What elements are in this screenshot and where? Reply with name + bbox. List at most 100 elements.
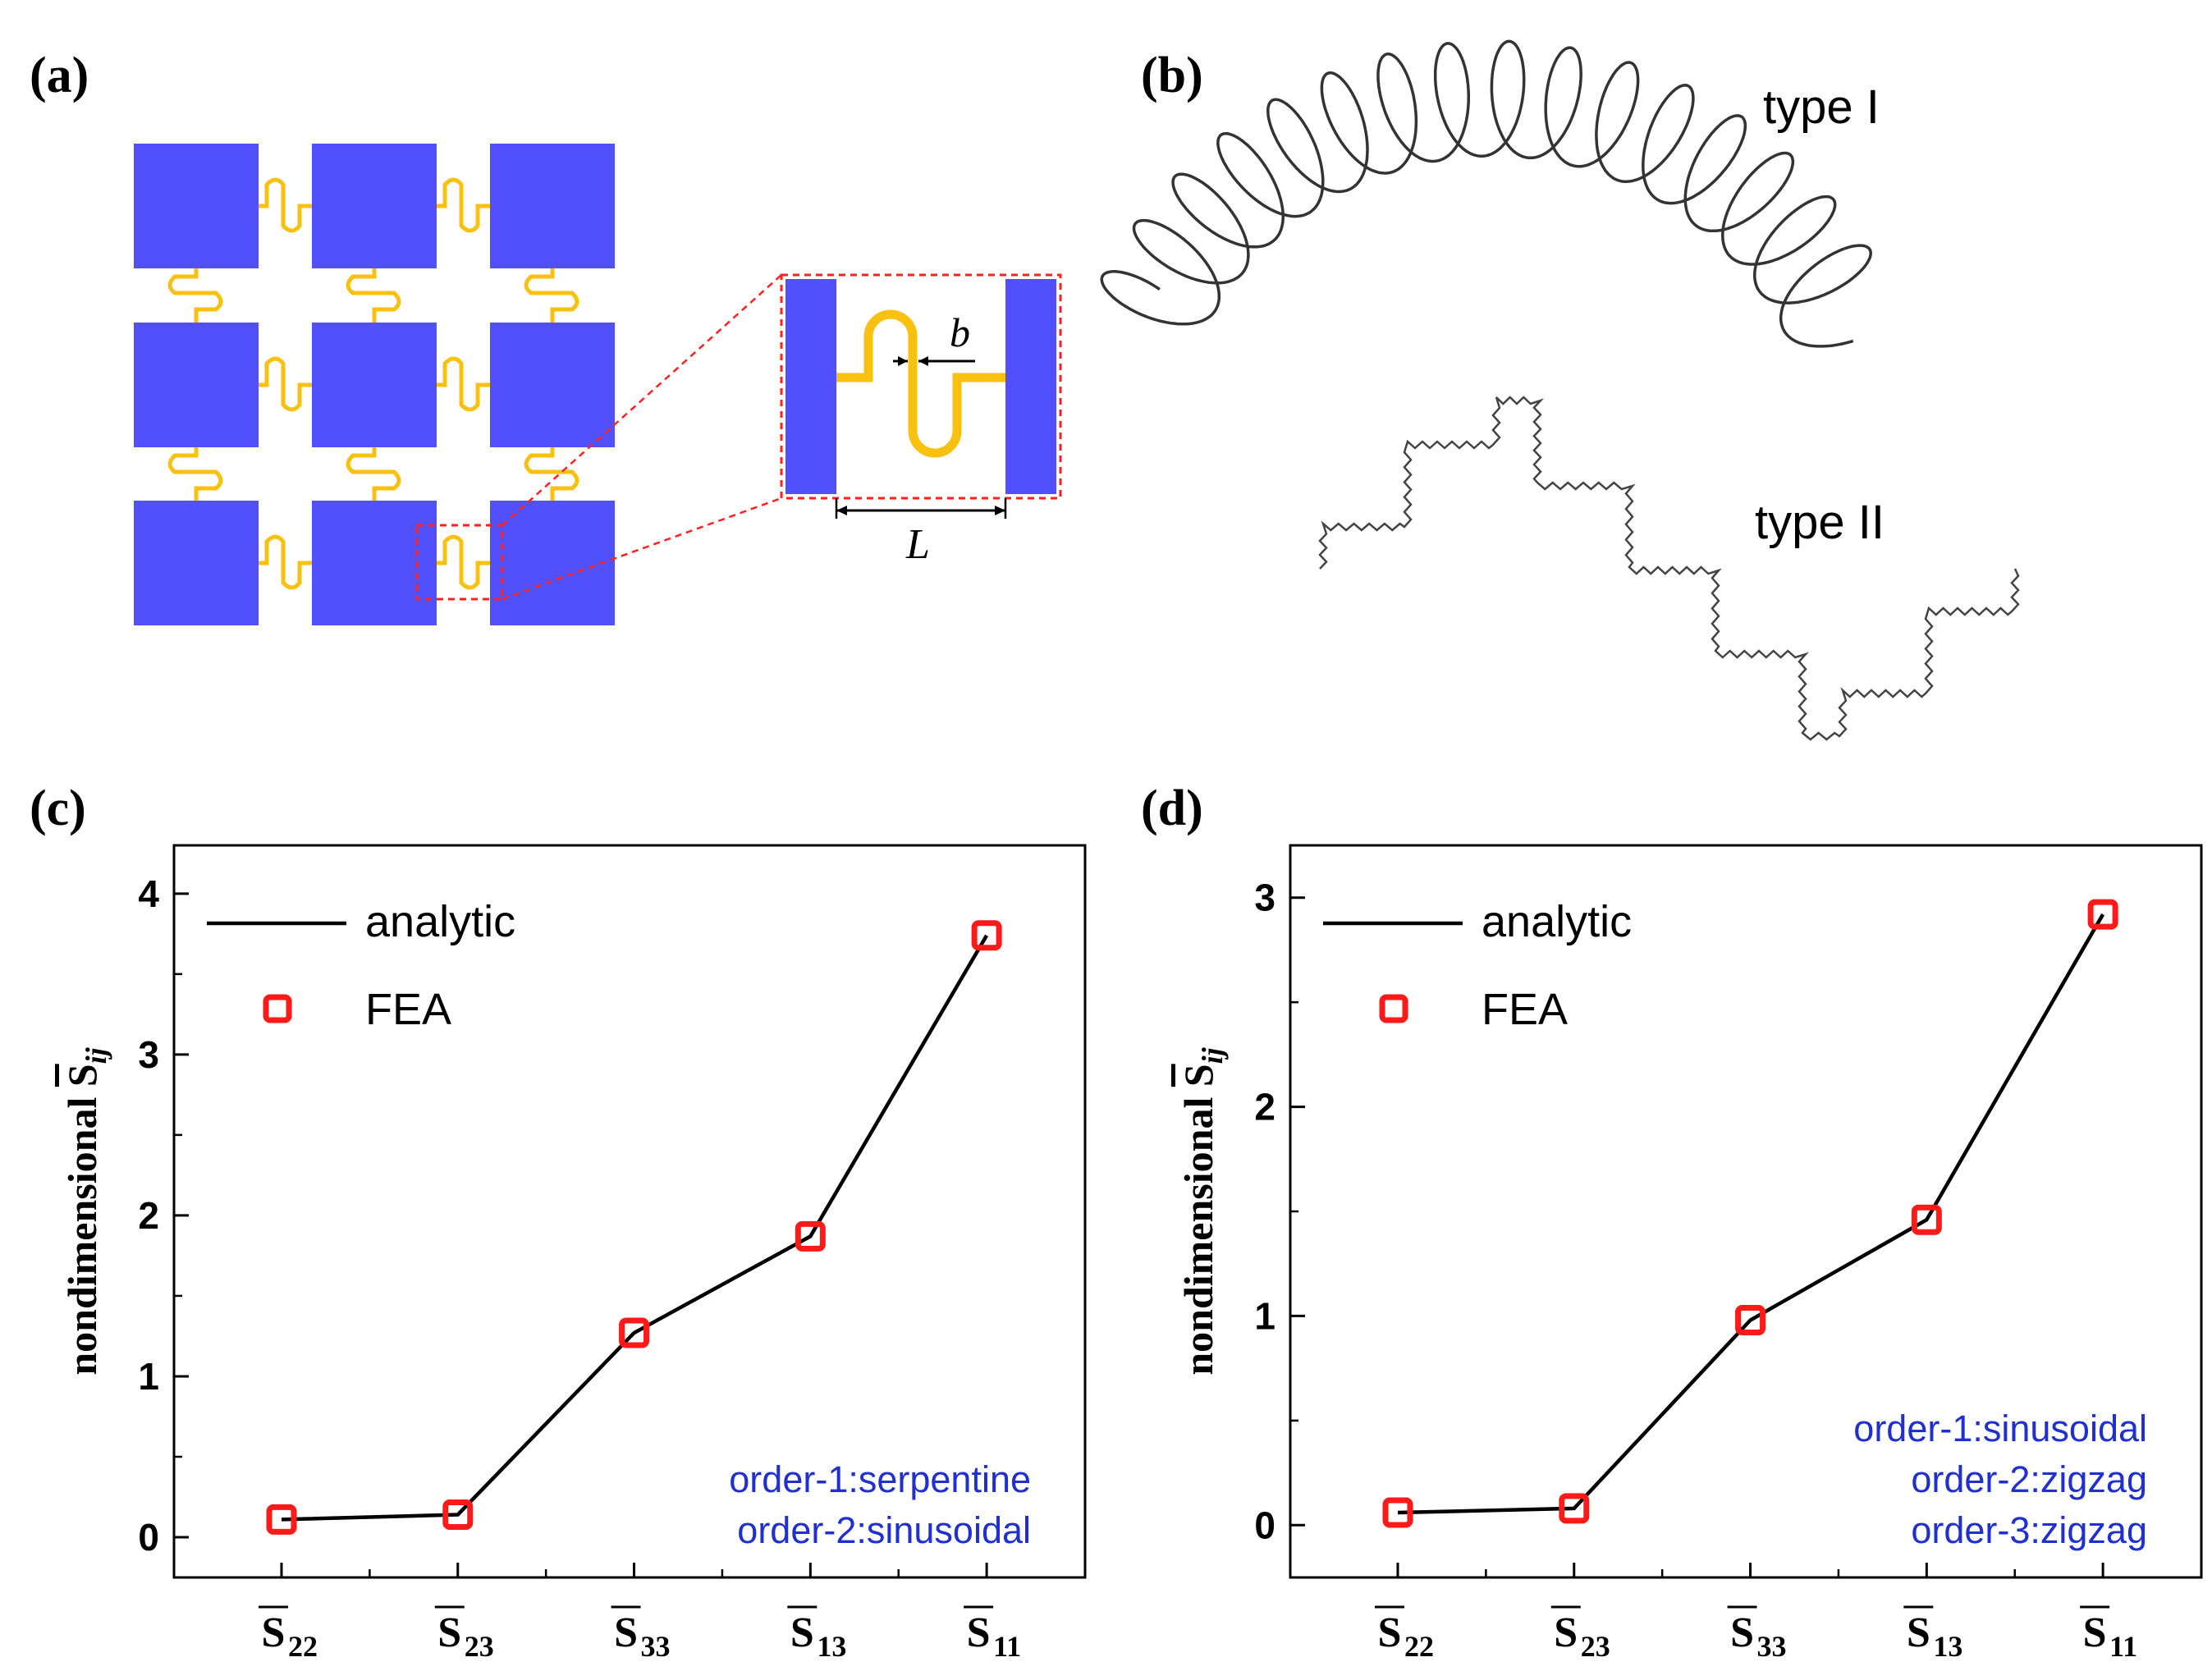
x-tick-sub: 23 xyxy=(465,1630,494,1663)
x-tick-label: S 22 xyxy=(1374,1605,1434,1663)
x-tick-label: S 13 xyxy=(787,1605,846,1663)
x-tick-main: S xyxy=(1378,1609,1402,1656)
x-tick-main: S xyxy=(1554,1609,1578,1656)
fea-marker xyxy=(1559,1493,1590,1524)
zoom-callout: b L xyxy=(415,273,1062,601)
fea-marker xyxy=(1911,1204,1942,1235)
y-tick-label: 3 xyxy=(1254,877,1275,919)
x-tick-label: S 22 xyxy=(258,1605,318,1663)
fea-marker xyxy=(1735,1305,1766,1336)
x-tick-main: S xyxy=(2083,1609,2107,1656)
x-tick-main: S xyxy=(1730,1609,1754,1656)
blue-squares xyxy=(134,144,615,625)
L-dimension xyxy=(835,498,1007,519)
x-tick-label: S 23 xyxy=(434,1605,494,1663)
type-i-structure xyxy=(1100,39,1872,348)
wire xyxy=(437,356,490,412)
x-tick-sub: 33 xyxy=(1757,1630,1787,1663)
wire xyxy=(437,534,490,590)
x-tick-sub: 22 xyxy=(1404,1630,1434,1663)
x-tick-label: S 33 xyxy=(1727,1605,1787,1663)
panel-b-label: (b) xyxy=(1141,48,1203,103)
b-label: b xyxy=(950,309,970,355)
y-tick-label: 0 xyxy=(138,1516,159,1559)
x-tick-sub: 22 xyxy=(288,1630,318,1663)
fea-marker xyxy=(1382,1497,1413,1528)
type-i-label: type I xyxy=(1763,80,1880,134)
fea-marker xyxy=(442,1499,474,1531)
fea-marker xyxy=(2087,899,2118,930)
annotation-text: order-2:zigzag xyxy=(1911,1458,2147,1500)
b-dimension xyxy=(893,356,975,366)
wire xyxy=(259,534,312,590)
y-tick-label: 4 xyxy=(138,872,159,915)
x-tick-sub: 11 xyxy=(993,1630,1021,1663)
x-tick-main: S xyxy=(1907,1609,1930,1656)
x-tick-main: S xyxy=(262,1609,286,1656)
x-tick-label: S 23 xyxy=(1550,1605,1610,1663)
y-tick-label: 1 xyxy=(138,1355,159,1398)
wire xyxy=(259,356,312,412)
interconnect-wires xyxy=(167,177,579,590)
x-tick-sub: 13 xyxy=(817,1630,846,1663)
legend-marker-fea xyxy=(263,994,292,1023)
annotation-text: order-1:sinusoidal xyxy=(1853,1408,2147,1449)
square xyxy=(134,144,259,268)
wire xyxy=(167,447,223,501)
y-tick-label: 2 xyxy=(1254,1086,1275,1128)
panel-b: (b) type I type II xyxy=(1100,39,2020,741)
x-tick-sub: 23 xyxy=(1581,1630,1610,1663)
y-tick-label: 1 xyxy=(1254,1294,1275,1337)
x-tick-main: S xyxy=(437,1609,461,1656)
zoom-target-box xyxy=(780,273,1062,500)
square xyxy=(490,323,615,447)
panel-d-label: (d) xyxy=(1141,781,1203,836)
legend-marker-fea xyxy=(1379,994,1408,1023)
series-line-analytic xyxy=(1397,913,2105,1515)
square xyxy=(490,144,615,268)
x-tick-main: S xyxy=(967,1609,991,1656)
x-tick-main: S xyxy=(790,1609,814,1656)
wire xyxy=(167,268,223,323)
L-label: L xyxy=(905,521,930,568)
x-tick-sub: 11 xyxy=(2109,1630,2137,1663)
wire xyxy=(346,268,401,323)
x-tick-label: S 11 xyxy=(964,1605,1021,1663)
zoom-square-left xyxy=(785,279,836,494)
zoom-serpentine-wire xyxy=(836,309,1005,458)
legend-label-fea: FEA xyxy=(1482,985,1568,1034)
panel-a: (a) xyxy=(30,48,1062,625)
series-line-analytic xyxy=(281,934,989,1522)
zoom-line xyxy=(501,497,782,601)
y-axis-label: nondimensional Sij xyxy=(1175,1046,1229,1375)
square xyxy=(490,501,615,625)
legend-label-analytic: analytic xyxy=(1482,897,1632,946)
square xyxy=(134,323,259,447)
annotation-text: order-3:zigzag xyxy=(1911,1509,2147,1551)
wire xyxy=(524,447,579,501)
y-tick-label: 0 xyxy=(1254,1504,1275,1546)
y-tick-label: 3 xyxy=(138,1033,159,1076)
x-tick-label: S 11 xyxy=(2080,1605,2137,1663)
type-ii-label: type II xyxy=(1755,496,1885,549)
square xyxy=(134,501,259,625)
x-tick-main: S xyxy=(614,1609,638,1656)
panel-a-label: (a) xyxy=(30,48,89,103)
type-ii-structure xyxy=(1318,396,2020,741)
wire xyxy=(346,447,401,501)
y-tick-label: 2 xyxy=(138,1194,159,1237)
wire xyxy=(524,268,579,323)
annotation-text: order-2:sinusoidal xyxy=(737,1509,1031,1551)
wire xyxy=(437,177,490,233)
x-tick-sub: 13 xyxy=(1933,1630,1962,1663)
x-tick-label: S 13 xyxy=(1903,1605,1962,1663)
legend-label-analytic: analytic xyxy=(365,897,515,946)
x-tick-sub: 33 xyxy=(641,1630,671,1663)
wire xyxy=(259,177,312,233)
legend-label-fea: FEA xyxy=(365,985,451,1034)
